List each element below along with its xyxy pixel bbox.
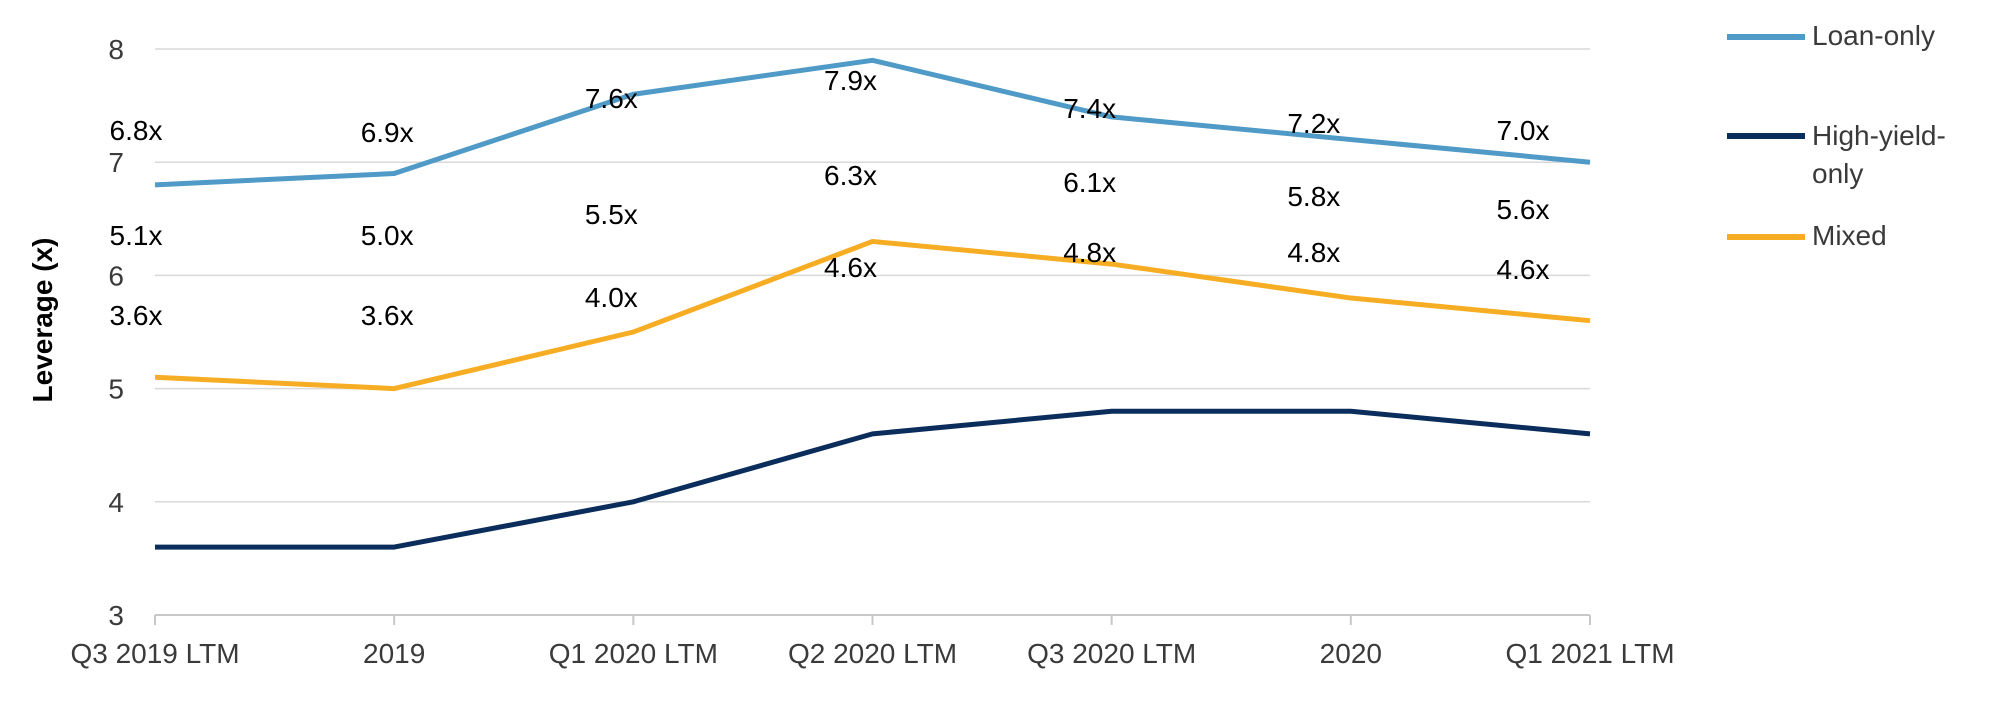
- data-label: 6.3x: [824, 160, 877, 191]
- y-tick-label: 8: [108, 34, 124, 65]
- x-tick-label: 2020: [1320, 638, 1382, 669]
- data-label: 4.0x: [585, 282, 638, 313]
- x-tick-label: Q3 2020 LTM: [1027, 638, 1196, 669]
- x-tick-label: Q1 2020 LTM: [549, 638, 718, 669]
- data-label: 7.4x: [1063, 93, 1116, 124]
- data-label: 7.6x: [585, 83, 638, 114]
- y-axis-title: Leverage (x): [27, 238, 58, 403]
- series-lines: [154, 57, 1591, 550]
- data-label: 6.1x: [1063, 167, 1116, 198]
- legend: Loan-only High-yield-only Mixed: [1727, 20, 1946, 251]
- data-label: 6.9x: [361, 117, 414, 148]
- legend-label: High-yield-only: [1812, 120, 1946, 189]
- y-tick-label: 3: [108, 600, 124, 631]
- x-tick-label: Q3 2019 LTM: [70, 638, 239, 669]
- series-line-high-yield-only: [155, 408, 1591, 550]
- data-label: 3.6x: [361, 300, 414, 331]
- series-line-loan-only: [154, 57, 1591, 188]
- y-tick-label: 7: [108, 147, 124, 178]
- y-tick-label: 6: [108, 260, 124, 291]
- data-label: 7.0x: [1497, 115, 1550, 146]
- data-label: 7.2x: [1287, 108, 1340, 139]
- data-label: 4.6x: [1497, 254, 1550, 285]
- data-label: 4.6x: [824, 252, 877, 283]
- series-line-mixed: [154, 238, 1591, 392]
- legend-label: Mixed: [1812, 220, 1887, 251]
- data-label: 4.8x: [1063, 237, 1116, 268]
- y-tick-label: 4: [108, 487, 124, 518]
- legend-label: Loan-only: [1812, 20, 1935, 51]
- data-label: 5.5x: [585, 199, 638, 230]
- y-axis-ticks: 3 4 5 6 7 8: [108, 34, 124, 631]
- data-labels: 6.8x 6.9x 7.6x 7.9x 7.4x 7.2x 7.0x 3.6x 3.6x 4.0x…: [110, 65, 1550, 331]
- data-label: 5.6x: [1497, 194, 1550, 225]
- data-label: 5.1x: [110, 220, 163, 251]
- data-label: 5.8x: [1287, 181, 1340, 212]
- data-label: 5.0x: [361, 220, 414, 251]
- data-label: 4.8x: [1287, 237, 1340, 268]
- data-label: 7.9x: [824, 65, 877, 96]
- y-tick-label: 5: [108, 374, 124, 405]
- x-tick-label: 2019: [363, 638, 425, 669]
- data-label: 6.8x: [110, 115, 163, 146]
- x-axis-ticks: Q3 2019 LTM 2019 Q1 2020 LTM Q2 2020 LTM Q3 …: [70, 615, 1675, 669]
- x-tick-label: Q1 2021 LTM: [1505, 638, 1674, 669]
- data-label: 3.6x: [110, 300, 163, 331]
- x-tick-label: Q2 2020 LTM: [788, 638, 957, 669]
